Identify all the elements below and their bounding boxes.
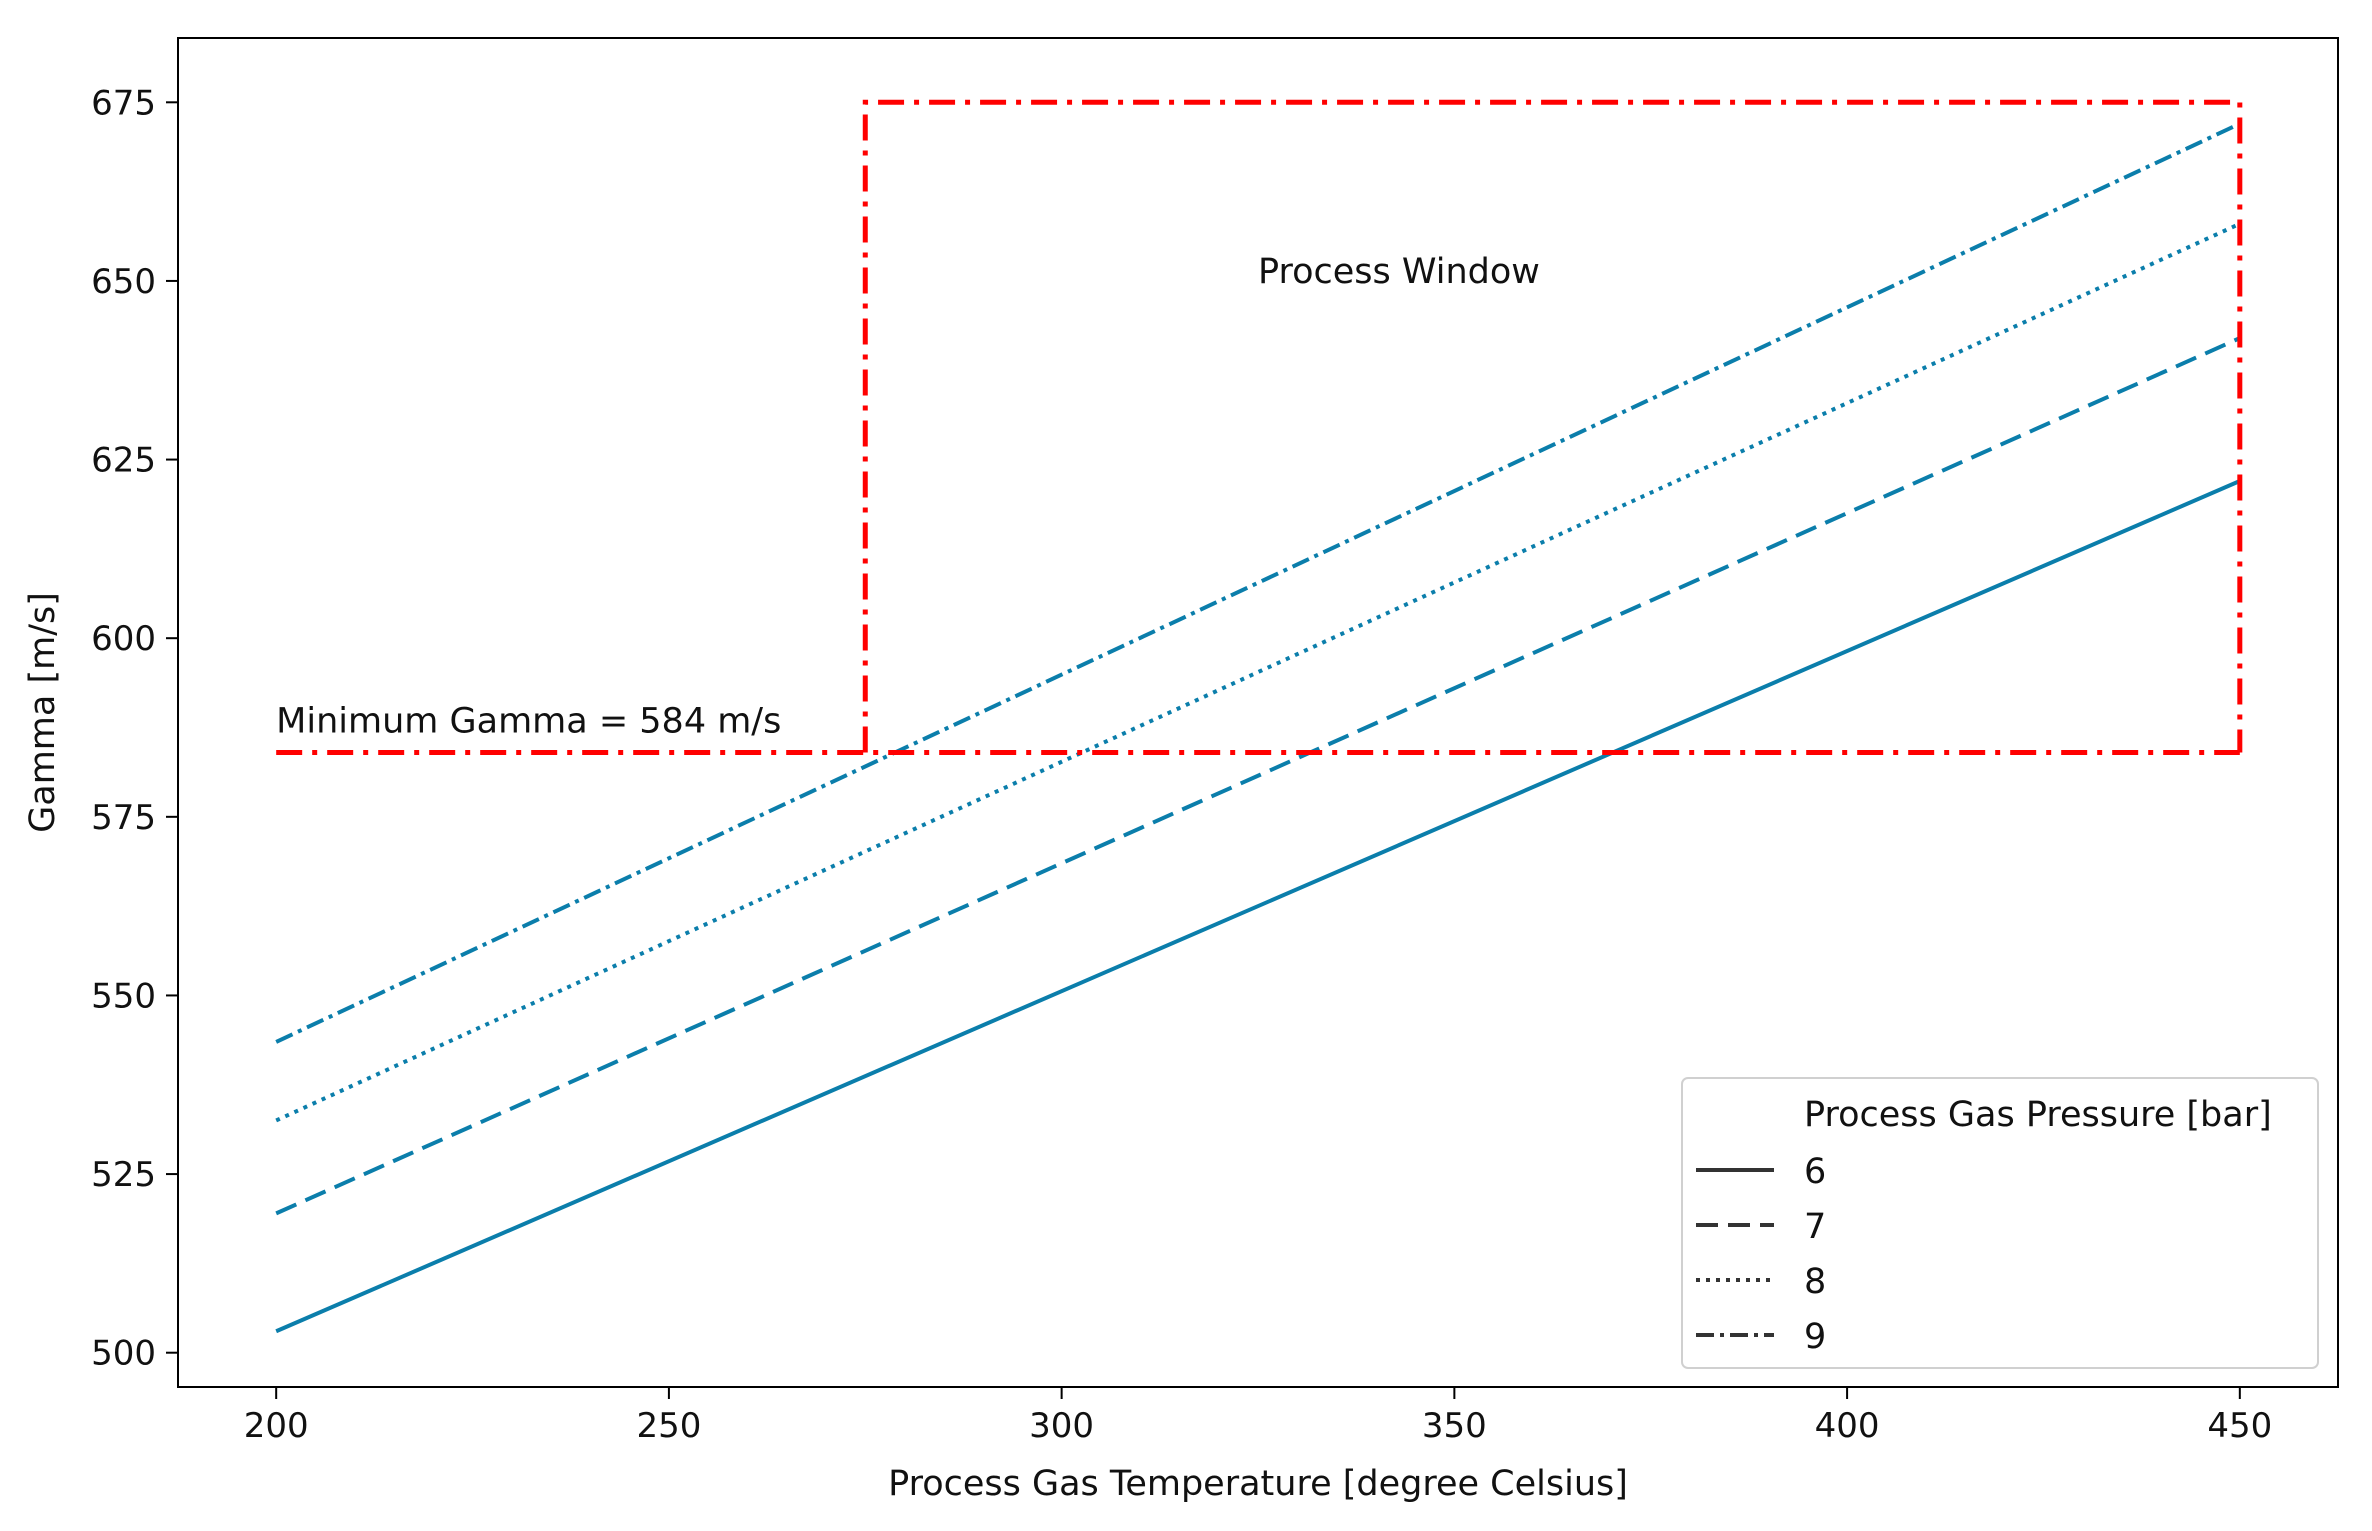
minimum-gamma-label: Minimum Gamma = 584 m/s: [276, 702, 781, 742]
process-window-label: Process Window: [1258, 252, 1540, 292]
y-tick-label: 650: [91, 262, 156, 302]
legend-label-9: 9: [1804, 1317, 1826, 1357]
series-line-9: [275, 121, 2241, 1044]
y-tick-label: 575: [91, 798, 156, 838]
y-tick-label: 600: [91, 619, 156, 659]
legend-title: Process Gas Pressure [bar]: [1804, 1095, 2272, 1135]
y-axis-label: Gamma [m/s]: [23, 592, 63, 833]
x-tick-label: 200: [244, 1406, 309, 1446]
x-tick-label: 300: [1029, 1406, 1094, 1446]
series-line-8: [275, 221, 2241, 1123]
process-window-box: [862, 99, 2243, 753]
y-tick-label: 550: [91, 976, 156, 1016]
x-tick-label: 350: [1422, 1406, 1487, 1446]
y-tick-label: 675: [91, 83, 156, 123]
plot-frame: [177, 37, 2339, 1388]
series-line-6: [275, 479, 2241, 1334]
x-tick-label: 400: [1815, 1406, 1880, 1446]
x-axis-label: Process Gas Temperature [degree Celsius]: [888, 1464, 1628, 1504]
x-tick-label: 250: [636, 1406, 701, 1446]
legend-box: [1681, 1077, 2319, 1369]
legend-label-6: 6: [1804, 1152, 1826, 1192]
x-tick-label: 450: [2207, 1406, 2272, 1446]
y-tick-label: 525: [91, 1155, 156, 1195]
y-tick-label: 625: [91, 441, 156, 481]
series-line-7: [275, 336, 2241, 1216]
legend-label-8: 8: [1804, 1262, 1826, 1302]
y-tick-label: 500: [91, 1334, 156, 1374]
legend-label-7: 7: [1804, 1207, 1826, 1247]
